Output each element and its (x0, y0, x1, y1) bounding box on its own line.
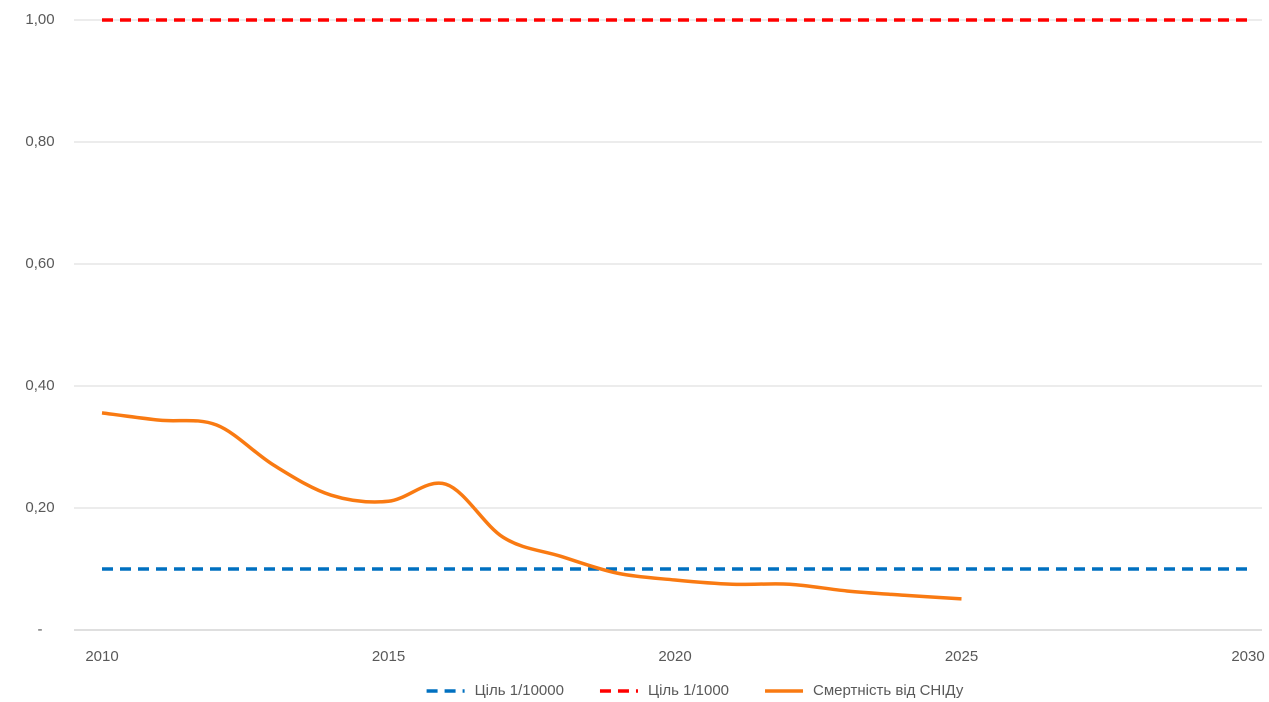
legend-label: Ціль 1/10000 (475, 682, 564, 699)
y-tick-label: 0,20 (25, 499, 54, 516)
y-tick-label: 1,00 (25, 11, 54, 28)
y-tick-label: - (38, 621, 43, 638)
y-tick-label: 0,80 (25, 133, 54, 150)
legend-label: Смертність від СНІДу (813, 682, 964, 699)
y-tick-label: 0,60 (25, 255, 54, 272)
series-line (101, 411, 962, 601)
x-tick-label: 2010 (85, 648, 118, 665)
legend-label: Ціль 1/1000 (648, 682, 729, 699)
y-tick-label: 0,40 (25, 377, 54, 394)
x-tick-label: 2025 (945, 648, 978, 665)
x-tick-label: 2020 (658, 648, 691, 665)
x-tick-label: 2015 (372, 648, 405, 665)
x-tick-label: 2030 (1231, 648, 1264, 665)
